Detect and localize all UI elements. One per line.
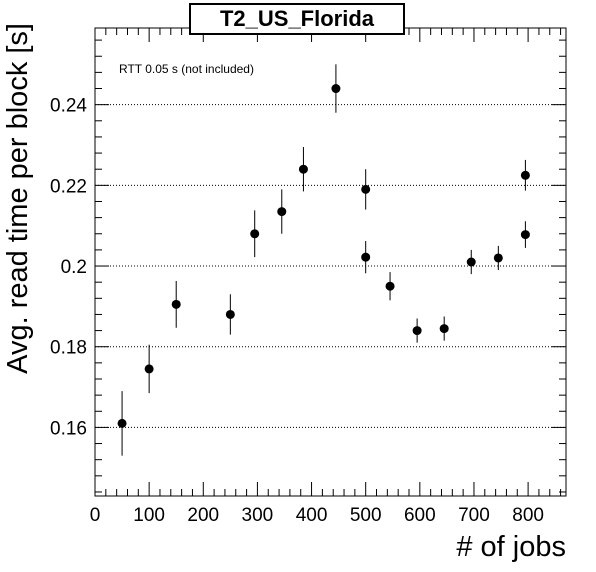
axis-ticks [94,28,566,496]
data-point [439,324,449,334]
x-tick-label: 200 [187,505,219,526]
y-axis-label: Avg. read time per block [s] [2,23,34,374]
y-gridlines [95,104,566,428]
data-point [171,299,181,309]
data-point [385,281,395,291]
data-point [250,229,260,239]
x-tick-label: 100 [133,505,165,526]
data-point [298,164,308,174]
x-tick-label: 0 [90,505,101,526]
x-axis-label: # of jobs [456,531,566,563]
x-tick-label: 600 [404,505,436,526]
x-tick-label: 300 [242,505,274,526]
x-tick-label: 500 [350,505,382,526]
y-tick-label: 0.22 [50,176,87,197]
data-point [225,309,235,319]
data-point [361,184,371,194]
data-point [493,253,503,263]
data-point [520,170,530,180]
chart-title: T2_US_Florida [189,3,405,35]
data-point [277,207,287,217]
data-point [117,418,127,428]
data-point [144,364,154,374]
y-tick-label: 0.24 [50,96,87,117]
y-tick-label: 0.2 [61,257,87,278]
y-tick-label: 0.18 [50,338,87,359]
y-tick-label: 0.16 [50,418,87,439]
data-point [412,326,422,336]
plot-frame [94,27,567,497]
x-tick-label: 400 [296,505,328,526]
x-tick-label: 800 [512,505,544,526]
data-point [466,257,476,267]
data-point [520,230,530,240]
data-point [331,84,341,94]
x-tick-label: 700 [458,505,490,526]
data-point [361,252,371,262]
rtt-annotation: RTT 0.05 s (not included) [119,62,254,76]
tick-labels: 0.16 0.18 0.2 0.22 0.24 0 100 200 300 400 500 600 70… [50,96,544,526]
data-points [117,64,530,456]
